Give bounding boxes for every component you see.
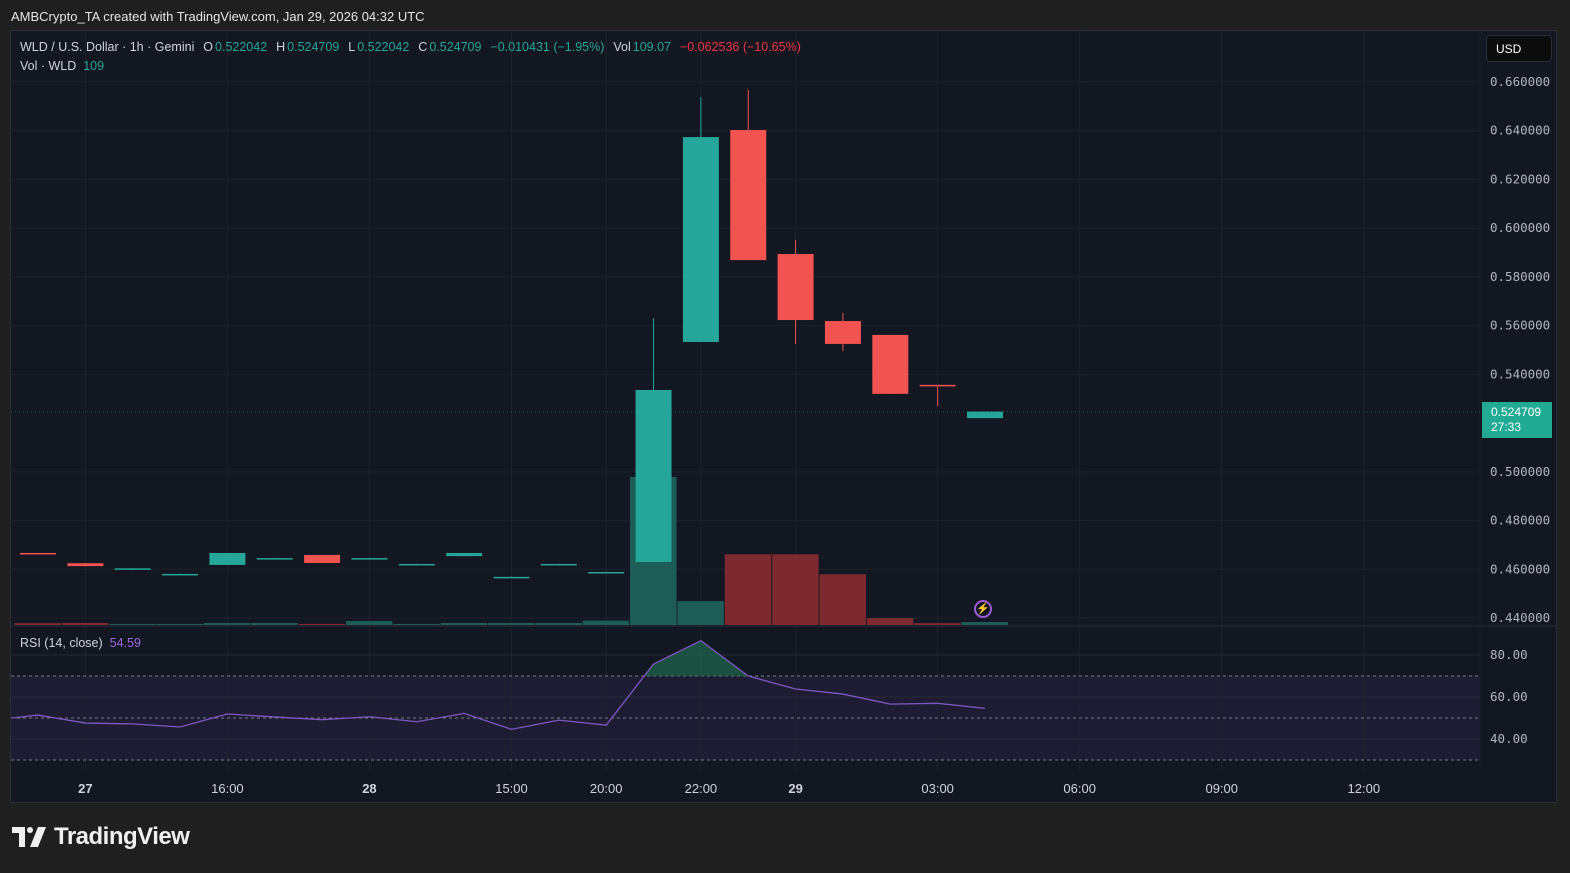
- time-tick-label: 22:00: [685, 781, 718, 796]
- volume-bar: [109, 623, 156, 625]
- volume-bar: [298, 623, 346, 625]
- volume-bar: [345, 621, 393, 625]
- candle-body: [162, 573, 199, 576]
- tradingview-logo-icon: [12, 827, 46, 847]
- close-label: C: [418, 40, 428, 54]
- currency-button[interactable]: USD: [1486, 35, 1552, 62]
- time-tick-label: 09:00: [1205, 781, 1238, 796]
- high-value: 0.524709: [287, 40, 340, 54]
- candle-body: [967, 411, 1003, 419]
- time-tick-label: 27: [78, 781, 92, 796]
- candle-body: [209, 552, 246, 565]
- volume-bar: [724, 554, 772, 625]
- low-value: 0.522042: [357, 40, 410, 54]
- time-tick-label: 29: [788, 781, 802, 796]
- price-tick-label: 0.500000: [1490, 464, 1550, 479]
- time-tick-label: 06:00: [1063, 781, 1096, 796]
- price-tick-label: 0.620000: [1490, 171, 1550, 186]
- volume-bar: [14, 623, 61, 625]
- volume-bar: [914, 623, 961, 625]
- candle-body: [67, 563, 104, 567]
- candle-body: [540, 563, 577, 566]
- last-price: 0.524709: [1491, 405, 1542, 419]
- price-tick-label: 0.560000: [1490, 318, 1550, 333]
- volume-bar: [866, 618, 914, 625]
- volume-bar: [772, 554, 819, 625]
- change-value: −0.010431 (−1.95%): [490, 40, 605, 54]
- volume-bar: [819, 574, 866, 625]
- vol-value: 109.07: [632, 40, 671, 54]
- time-tick-label: 20:00: [590, 781, 623, 796]
- candle-body: [398, 563, 435, 566]
- high-label: H: [276, 40, 286, 54]
- volume-bar: [156, 623, 204, 625]
- open-value: 0.522042: [215, 40, 268, 54]
- low-label: L: [348, 40, 356, 54]
- volume-bar: [203, 622, 251, 625]
- change2-value: −0.062536 (−10.65%): [679, 40, 801, 54]
- time-tick-label: 16:00: [211, 781, 244, 796]
- volume-label: Vol · WLD: [20, 59, 77, 73]
- volume-bar: [393, 623, 440, 625]
- vol-label: Vol: [613, 40, 631, 54]
- price-tick-label: 0.580000: [1490, 269, 1550, 284]
- candle-body: [304, 554, 341, 563]
- rsi-line: [11, 639, 986, 731]
- volume-bar: [582, 620, 630, 625]
- rsi-overbought-fill: [644, 640, 749, 676]
- volume-bar: [440, 622, 488, 625]
- rsi-tick-label: 80.00: [1490, 647, 1528, 662]
- bar-countdown: 27:33: [1491, 420, 1522, 434]
- chart-credit: AMBCrypto_TA created with TradingView.co…: [11, 9, 425, 24]
- price-tick-label: 0.600000: [1490, 220, 1550, 235]
- price-tick-label: 0.460000: [1490, 561, 1550, 576]
- candle-body: [635, 389, 672, 562]
- time-tick-label: 12:00: [1348, 781, 1381, 796]
- candle-body: [919, 384, 956, 387]
- volume-bar: [488, 622, 535, 625]
- price-tick-label: 0.640000: [1490, 123, 1550, 138]
- volume-value: 109: [83, 59, 105, 73]
- candle-body: [682, 137, 719, 342]
- time-tick-label: 15:00: [495, 781, 528, 796]
- price-tick-label: 0.440000: [1490, 610, 1550, 625]
- lightning-icon[interactable]: ⚡: [974, 600, 992, 618]
- volume-legend: Vol · WLD 109: [20, 59, 104, 73]
- candle-body: [588, 571, 625, 574]
- tradingview-logo: TradingView: [12, 823, 190, 851]
- brand-name: TradingView: [54, 823, 190, 850]
- rsi-tick-label: 40.00: [1490, 731, 1528, 746]
- candle-body: [777, 254, 814, 321]
- rsi-value: 54.59: [109, 636, 141, 650]
- close-value: 0.524709: [429, 40, 482, 54]
- last-price-tag: 0.524709 27:33: [1482, 402, 1552, 438]
- price-tick-label: 0.540000: [1490, 366, 1550, 381]
- candle-body: [824, 321, 861, 344]
- candle-body: [493, 576, 530, 579]
- candle-body: [20, 552, 56, 555]
- volume-bar: [535, 622, 582, 625]
- open-label: O: [203, 40, 214, 54]
- volume-bar: [961, 622, 1008, 625]
- candle-body: [446, 552, 483, 557]
- volume-bar: [61, 622, 109, 625]
- candle-body: [872, 334, 909, 394]
- price-tick-label: 0.660000: [1490, 74, 1550, 89]
- candle-body: [256, 558, 293, 560]
- price-tick-label: 0.480000: [1490, 513, 1550, 528]
- candle-body: [730, 129, 767, 261]
- volume-bar: [677, 601, 724, 625]
- rsi-legend: RSI (14, close) 54.59: [20, 636, 141, 650]
- candle-body: [351, 558, 388, 560]
- time-tick-label: 03:00: [921, 781, 954, 796]
- symbol-legend: WLD / U.S. Dollar · 1h · Gemini O 0.52204…: [20, 40, 803, 54]
- volume-bar: [251, 622, 298, 625]
- candle-body: [114, 568, 151, 570]
- rsi-title: RSI (14, close): [20, 636, 103, 650]
- rsi-tick-label: 60.00: [1490, 689, 1528, 704]
- time-tick-label: 28: [362, 781, 376, 796]
- symbol-title: WLD / U.S. Dollar · 1h · Gemini: [20, 40, 195, 54]
- chart-frame[interactable]: [10, 30, 1557, 803]
